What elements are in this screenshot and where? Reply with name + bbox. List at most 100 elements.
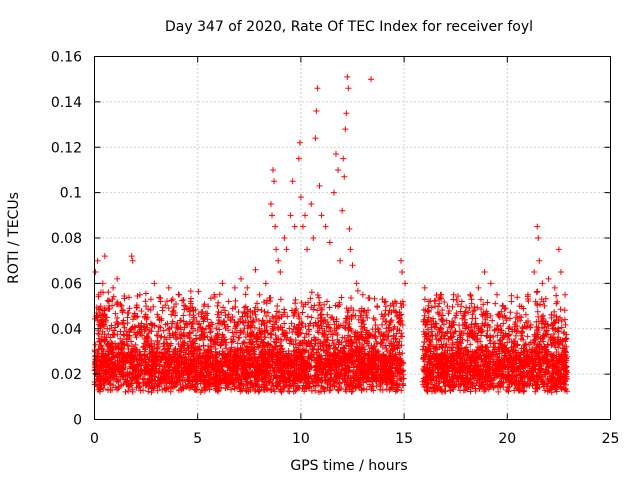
roti-point-bg xyxy=(201,315,208,322)
roti-point-bg xyxy=(95,331,102,338)
roti-point-bg xyxy=(117,335,124,342)
roti-point-bg xyxy=(216,326,223,333)
roti-point-bg xyxy=(154,311,161,318)
roti-point-bg xyxy=(315,294,322,301)
roti-point-bg xyxy=(124,320,131,327)
roti-point-bg xyxy=(220,304,227,311)
roti-point-bg xyxy=(326,304,333,311)
roti-point-bg xyxy=(201,349,208,356)
roti-point-bg xyxy=(399,350,406,357)
roti-point-bg xyxy=(369,326,376,333)
roti-point-bg xyxy=(243,378,250,385)
roti-point-bg xyxy=(180,318,187,325)
roti-point-bg xyxy=(363,386,370,393)
roti-point-bg xyxy=(534,308,541,315)
roti-point-bg xyxy=(213,325,220,332)
roti-point-bg xyxy=(281,306,288,313)
roti-point-bg xyxy=(189,304,196,311)
roti-point-bg xyxy=(156,294,163,301)
roti-point-bg xyxy=(168,297,175,304)
roti-point-bg xyxy=(269,313,276,320)
roti-point-bg xyxy=(218,309,225,316)
roti-point-bg xyxy=(255,388,262,395)
roti-point-bg xyxy=(562,321,569,328)
roti-point-bg xyxy=(154,345,161,352)
roti-point-bg xyxy=(155,323,162,330)
roti-point-bg xyxy=(379,336,386,343)
roti-point-bg xyxy=(318,311,325,318)
roti-point-bg xyxy=(242,291,249,298)
roti-point-bg xyxy=(314,292,321,299)
roti-point-bg xyxy=(372,322,379,329)
roti-point-bg xyxy=(128,325,135,332)
roti-point-bg xyxy=(388,338,395,345)
roti-point-bg xyxy=(321,301,328,308)
roti-point-bg xyxy=(154,332,161,339)
roti-point-bg xyxy=(207,295,214,302)
roti-point-bg xyxy=(200,342,207,349)
roti-point-bg xyxy=(175,340,182,347)
roti-point-bg xyxy=(508,292,515,299)
roti-point-bg xyxy=(142,290,149,297)
roti-point-bg xyxy=(117,328,124,335)
roti-point-bg xyxy=(398,342,405,349)
roti-point-bg xyxy=(140,375,147,382)
roti-point-bg xyxy=(267,298,274,305)
roti-point-bg xyxy=(371,333,378,340)
roti-point-bg xyxy=(354,287,361,294)
roti-point-bg xyxy=(303,330,310,337)
roti-point-bg xyxy=(223,345,230,352)
roti-point-bg xyxy=(155,314,162,321)
roti-point-bg xyxy=(314,328,321,335)
roti-point-bg xyxy=(233,322,240,329)
roti-point-bg xyxy=(147,296,154,303)
roti-point-bg xyxy=(534,288,541,295)
roti-point-bg xyxy=(145,306,152,313)
roti-point-bg xyxy=(332,302,339,309)
roti-point-bg xyxy=(180,296,187,303)
roti-point-bg xyxy=(385,310,392,317)
roti-point-bg xyxy=(304,313,311,320)
roti-point-bg xyxy=(124,342,131,349)
roti-point-bg xyxy=(364,314,371,321)
roti-point-bg xyxy=(187,295,194,302)
roti-point-bg xyxy=(125,294,132,301)
roti-point-bg xyxy=(453,297,460,304)
roti-point-bg xyxy=(169,296,176,303)
roti-point-bg xyxy=(100,289,107,296)
roti-point-bg xyxy=(386,342,393,349)
roti-point-bg xyxy=(343,388,350,395)
roti-point-bg xyxy=(157,324,164,331)
roti-point-bg xyxy=(195,288,202,295)
roti-point-bg xyxy=(96,306,103,313)
roti-point-bg xyxy=(258,307,265,314)
roti-point-bg xyxy=(187,288,194,295)
roti-point-bg xyxy=(365,295,372,302)
roti-point-bg xyxy=(138,308,145,315)
roti-point-bg xyxy=(92,341,99,348)
roti-point-bg xyxy=(524,333,531,340)
roti-point-bg xyxy=(308,314,315,321)
roti-point-bg xyxy=(449,303,456,310)
roti-point-bg xyxy=(308,289,315,296)
roti-point-bg xyxy=(320,365,327,372)
roti-point-bg xyxy=(165,326,172,333)
roti-point-bg xyxy=(324,298,331,305)
roti-point-bg xyxy=(397,333,404,340)
roti-point-bg xyxy=(359,318,366,325)
roti-point-bg xyxy=(557,306,564,313)
roti-point-bg xyxy=(371,295,378,302)
roti-point-bg xyxy=(261,299,268,306)
roti-point-bg xyxy=(112,310,119,317)
roti-point-bg xyxy=(329,314,336,321)
roti-point-bg xyxy=(212,345,219,352)
roti-point-bg xyxy=(379,321,386,328)
roti-point-bg xyxy=(507,309,514,316)
roti-point-bg xyxy=(142,298,149,305)
roti-point-bg xyxy=(114,331,121,338)
roti-point-bg xyxy=(292,300,299,307)
grid-lines xyxy=(94,56,611,420)
roti-point-bg xyxy=(320,347,327,354)
roti-point-bg xyxy=(268,331,275,338)
